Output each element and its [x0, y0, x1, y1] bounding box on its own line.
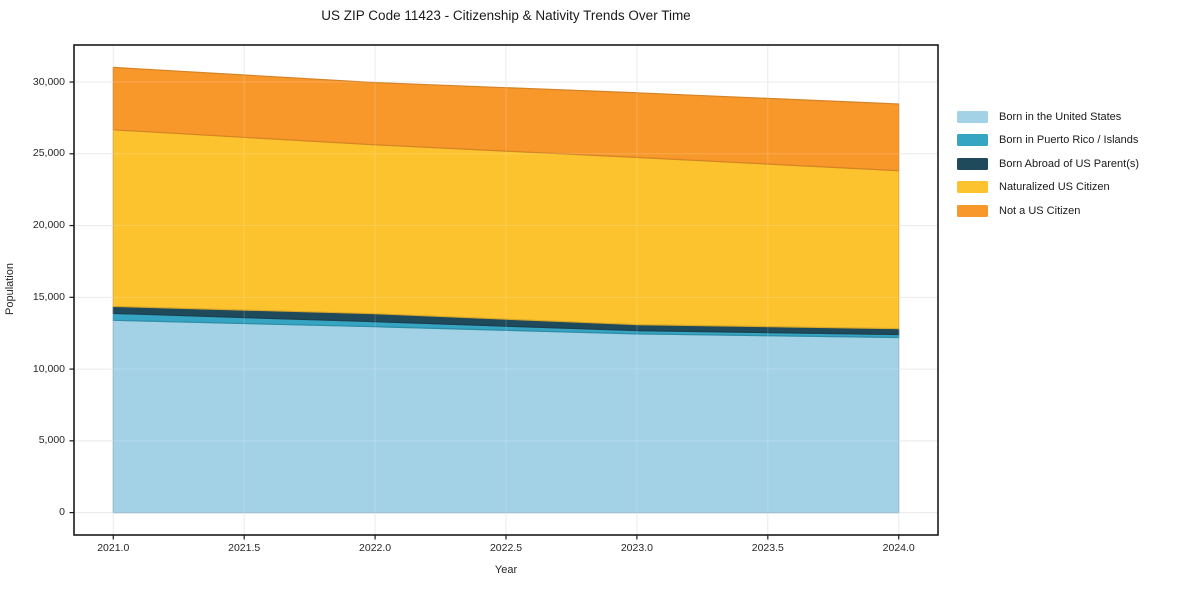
x-tick-label: 2022.0 — [359, 542, 392, 554]
y-tick-label: 30,000 — [32, 75, 65, 88]
y-tick-label: 15,000 — [32, 290, 65, 303]
legend-item: Naturalized US Citizen — [957, 176, 1139, 200]
legend-swatch-born-in-us — [957, 110, 988, 123]
legend-label: Born Abroad of US Parent(s) — [999, 157, 1140, 170]
legend-swatch-not-citizen — [957, 204, 988, 217]
x-tick-label: 2024.0 — [882, 542, 915, 554]
legend-label: Born in the United States — [999, 110, 1122, 123]
y-tick-label: 20,000 — [32, 219, 65, 232]
legend-item: Born in the United States — [957, 105, 1139, 129]
y-tick-label: 10,000 — [32, 362, 65, 375]
legend-label: Naturalized US Citizen — [999, 181, 1110, 194]
legend-item: Born in Puerto Rico / Islands — [957, 129, 1139, 153]
x-tick-label: 2022.5 — [489, 542, 523, 554]
legend-swatch-naturalized — [957, 181, 988, 194]
x-tick-label: 2021.0 — [97, 542, 130, 554]
y-tick-label: 0 — [59, 506, 65, 519]
area-series-4 — [112, 66, 900, 172]
legend-swatch-born-puerto-rico — [957, 134, 988, 147]
x-tick-label: 2023.5 — [751, 542, 784, 554]
legend: Born in the United States Born in Puerto… — [957, 105, 1139, 223]
y-axis-label: Population — [4, 263, 16, 315]
x-tick-label: 2021.5 — [228, 542, 261, 554]
chart-title: US ZIP Code 11423 - Citizenship & Nativi… — [321, 8, 691, 23]
x-axis-label: Year — [494, 564, 518, 576]
y-tick-label: 25,000 — [32, 147, 65, 160]
legend-item: Born Abroad of US Parent(s) — [957, 152, 1139, 176]
legend-item: Not a US Citizen — [957, 199, 1139, 223]
x-tick-label: 2023.0 — [620, 542, 653, 554]
legend-label: Born in Puerto Rico / Islands — [999, 134, 1139, 147]
y-tick-label: 5,000 — [38, 434, 65, 447]
legend-swatch-born-abroad — [957, 157, 988, 170]
legend-label: Not a US Citizen — [999, 204, 1081, 217]
